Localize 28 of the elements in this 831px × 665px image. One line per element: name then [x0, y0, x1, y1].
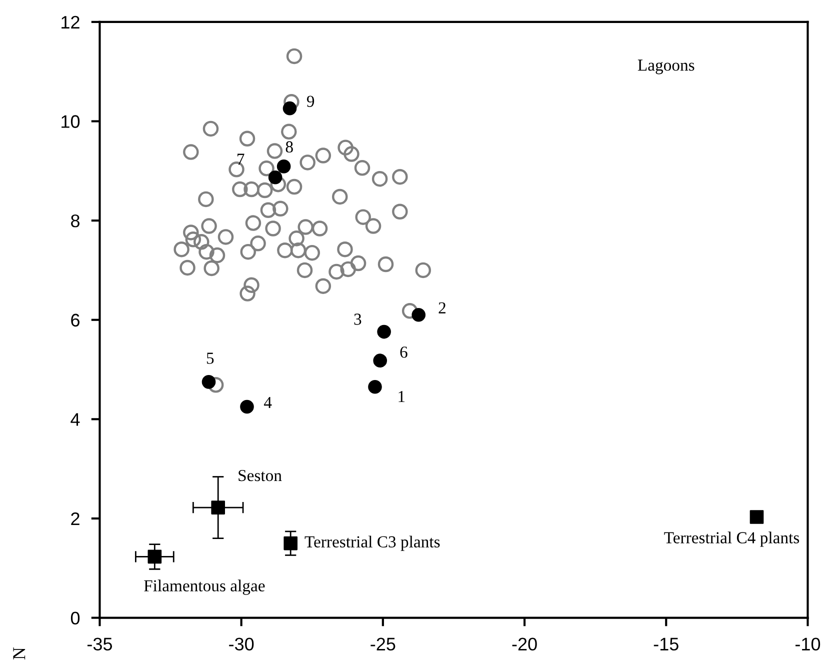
- annotation: 7: [238, 154, 244, 165]
- annotation: 2: [438, 302, 446, 314]
- annotation: 5: [206, 352, 214, 364]
- annotation: 9: [306, 96, 314, 107]
- x-tick-label: -25: [370, 638, 396, 650]
- annotation: Filamentous algae: [144, 580, 265, 595]
- y-tick-label: 4: [70, 413, 80, 426]
- x-tick-label: -20: [512, 638, 537, 650]
- annotation: 1: [398, 391, 405, 402]
- y-tick-label: 6: [71, 314, 80, 327]
- annotation: Terrestrial C4 plants: [664, 532, 800, 547]
- x-tick-label: -10: [795, 638, 820, 650]
- annotation: 6: [400, 346, 408, 358]
- x-tick-label: -15: [654, 638, 678, 650]
- y-tick-label: 2: [71, 512, 80, 526]
- annotation: Seston: [238, 470, 282, 482]
- annotation: 8: [286, 141, 293, 153]
- x-tick-label: -30: [229, 638, 254, 650]
- y-tick-label: 10: [62, 115, 80, 128]
- annotation: Lagoons: [638, 60, 694, 74]
- y-tick-label: 8: [71, 214, 80, 228]
- y-tick-label: 12: [62, 16, 80, 28]
- annotation: Terrestrial C3 plants: [304, 536, 440, 551]
- annotation: 4: [264, 397, 272, 408]
- y-tick-label: 0: [70, 612, 80, 625]
- annotation: 3: [354, 314, 362, 325]
- x-tick-label: -35: [87, 638, 112, 650]
- y-axis-title: N: [13, 647, 26, 660]
